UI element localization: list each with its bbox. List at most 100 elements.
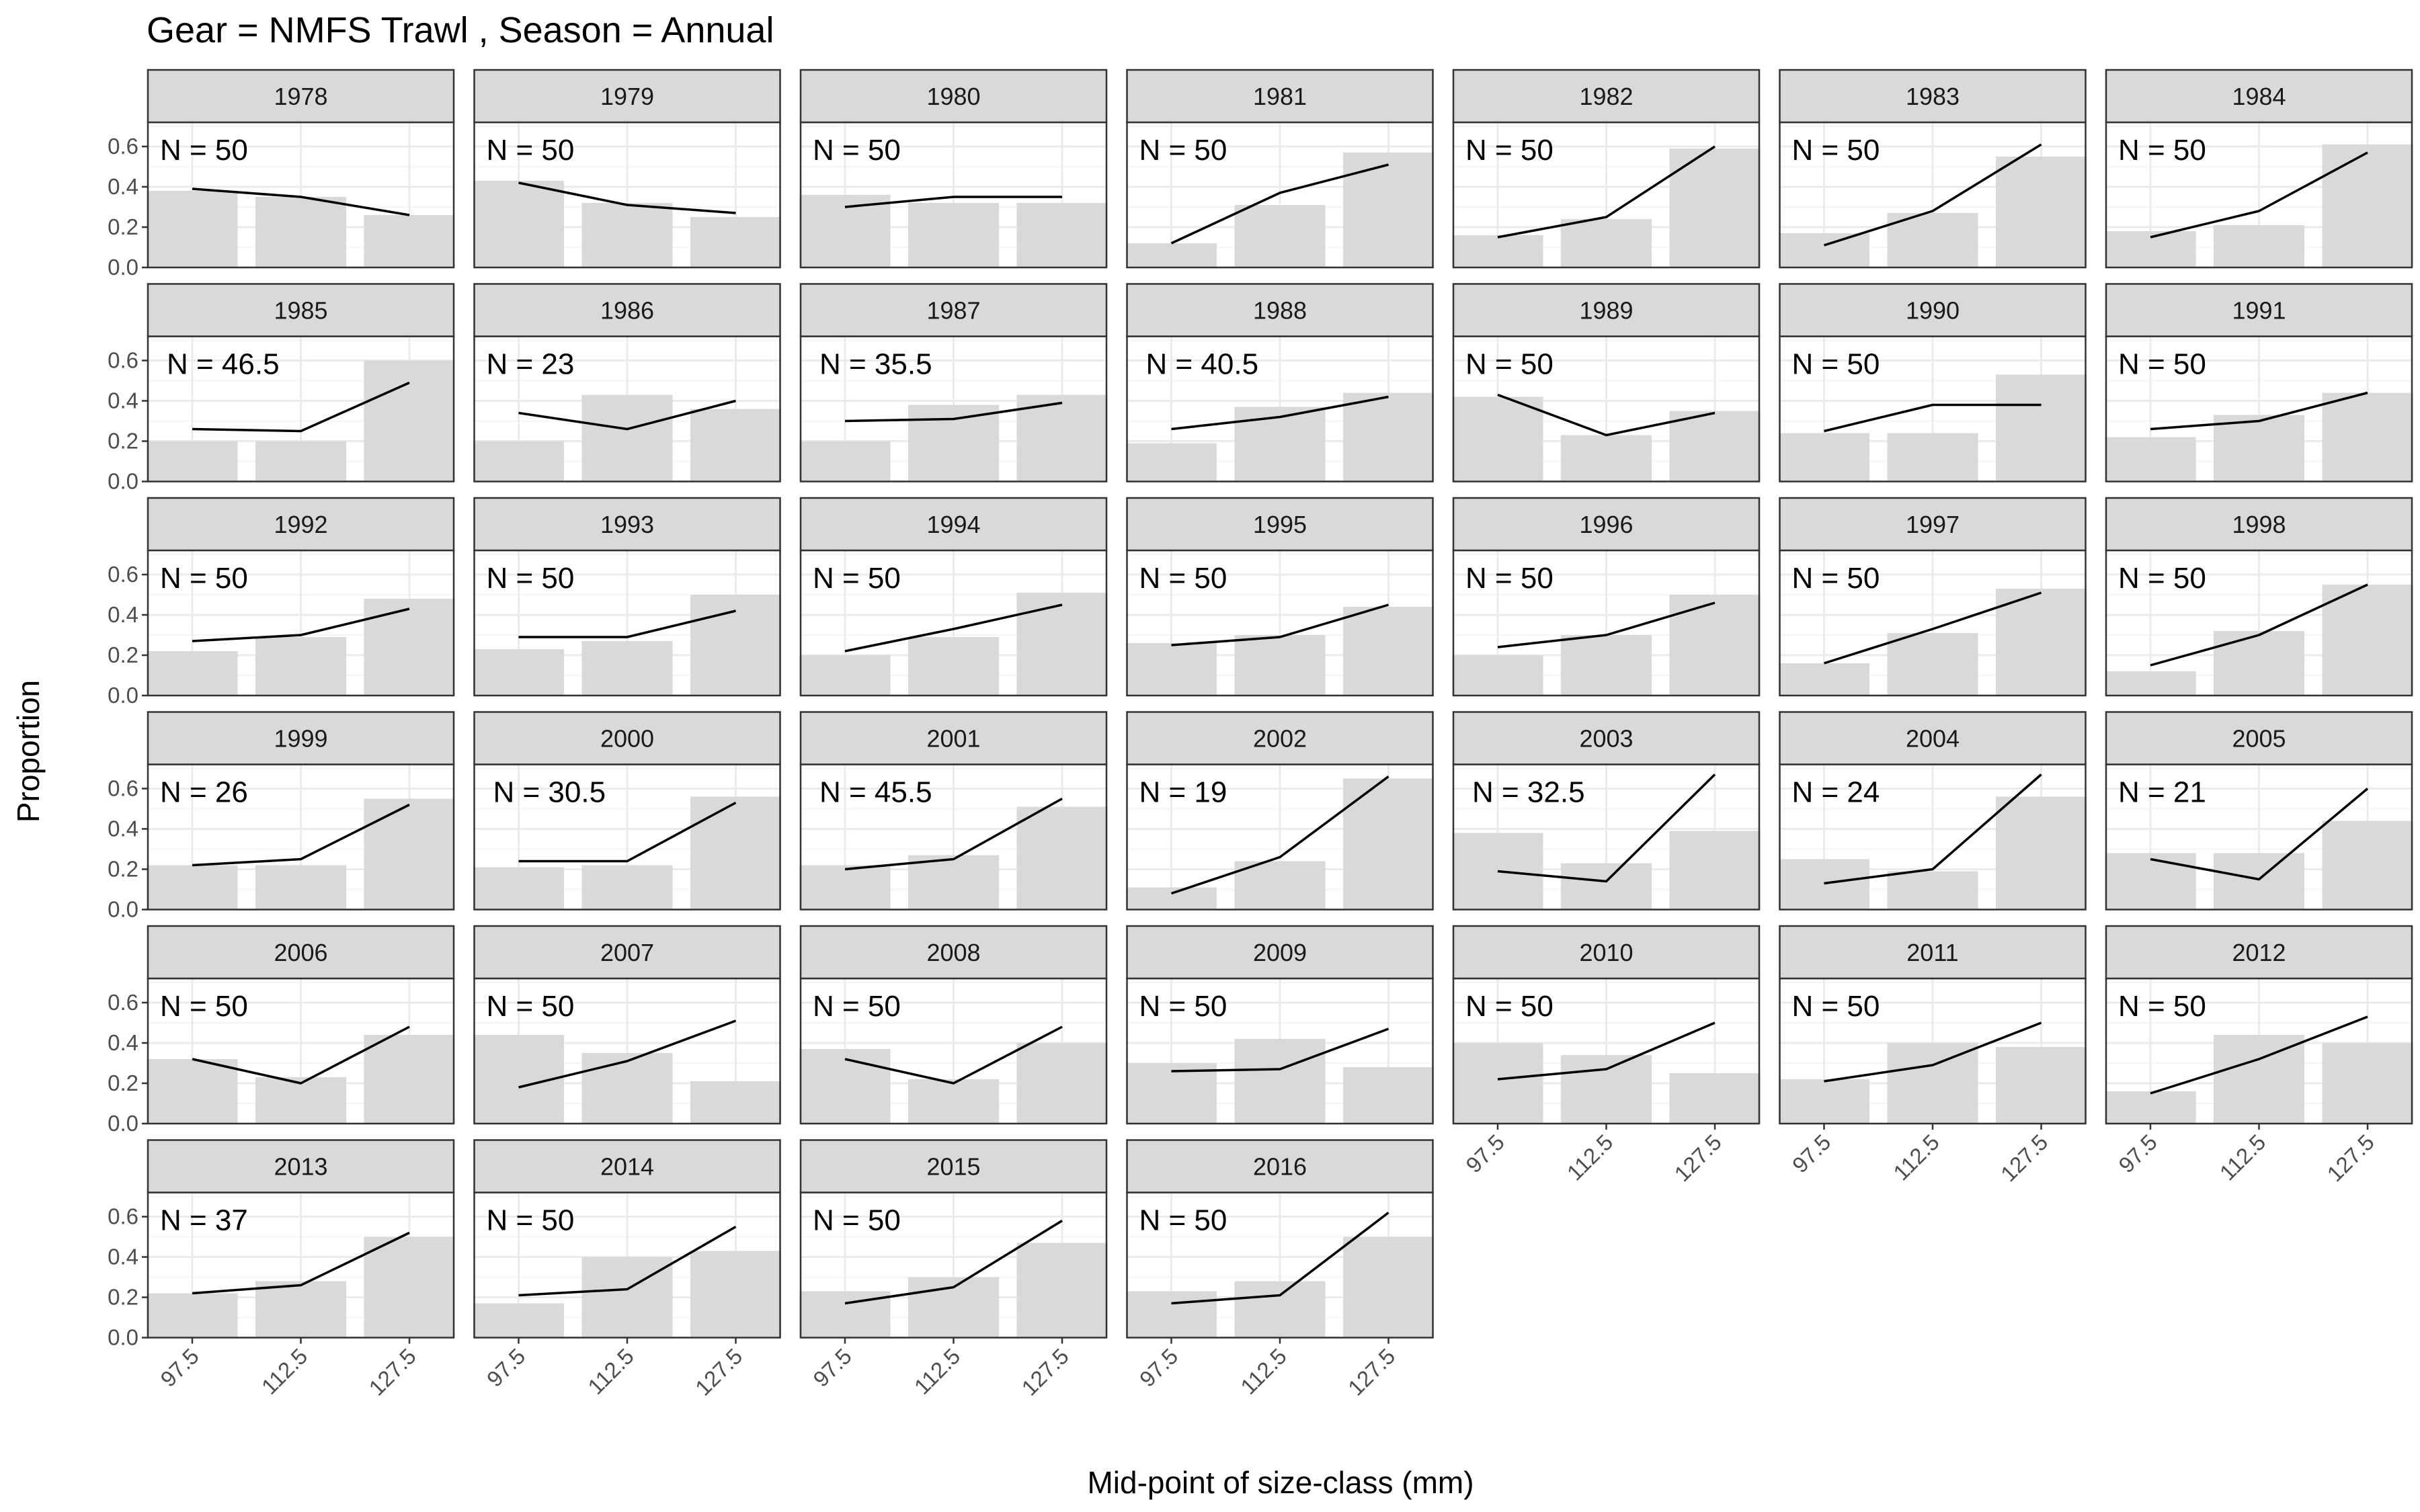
bar-2002-97.5 <box>1125 887 1217 910</box>
bar-1989-112.5 <box>1560 435 1652 482</box>
predicted-line-2014 <box>518 1225 737 1297</box>
bar-2005-97.5 <box>2105 853 2196 910</box>
bar-2016-112.5 <box>1234 1281 1326 1338</box>
strip-background <box>473 69 781 124</box>
strip-background <box>473 497 781 552</box>
predicted-line-2003 <box>1497 773 1716 883</box>
bar-2013-127.5 <box>364 1236 455 1338</box>
bar-2005-127.5 <box>2322 821 2413 910</box>
predicted-line-2002 <box>1170 775 1389 895</box>
x-tick-label: 112.5 <box>1888 1130 1944 1185</box>
bar-1994-112.5 <box>908 637 1000 696</box>
strip-background <box>799 1139 1108 1193</box>
x-axis-title: Mid-point of size-class (mm) <box>1087 1465 1474 1500</box>
bar-2008-97.5 <box>799 1049 891 1124</box>
facet-panel-2016: 2016 N = 50 97.5 112.5 127.5 <box>1125 1139 1435 1400</box>
facet-panel-2007: 2007 N = 50 <box>473 925 782 1125</box>
x-tick-label: 97.5 <box>482 1343 530 1392</box>
sample-size-label: N = 50 <box>813 562 901 595</box>
x-tick-label: 127.5 <box>1669 1130 1726 1187</box>
bar-1998-127.5 <box>2322 585 2413 696</box>
facet-panel-1999: 1999 N = 26 0.0 0.2 0.4 0.6 <box>108 711 455 922</box>
predicted-line-2001 <box>844 797 1063 871</box>
sample-size-label: N = 19 <box>1139 776 1227 809</box>
bar-2000-112.5 <box>581 865 673 910</box>
strip-background <box>2105 69 2413 124</box>
sample-size-label: N = 50 <box>1465 134 1554 167</box>
sample-size-label: N = 26 <box>160 776 248 809</box>
predicted-line-1989 <box>1497 393 1716 437</box>
bar-1978-112.5 <box>255 197 347 267</box>
sample-size-label: N = 32.5 <box>1472 776 1585 809</box>
strip-background <box>1452 283 1761 337</box>
sample-size-label: N = 50 <box>2118 134 2206 167</box>
bar-2013-112.5 <box>255 1281 347 1338</box>
strip-label: 1991 <box>2232 297 2286 325</box>
x-tick-label: 97.5 <box>2113 1130 2162 1178</box>
bar-2002-112.5 <box>1234 861 1326 910</box>
sample-size-label: N = 50 <box>1139 990 1227 1023</box>
strip-label: 1981 <box>1253 83 1307 110</box>
bar-1979-97.5 <box>473 181 565 267</box>
bar-1992-127.5 <box>364 599 455 696</box>
facet-panel-1990: 1990 N = 50 <box>1778 283 2087 482</box>
strip-background <box>147 1139 455 1193</box>
bar-1978-127.5 <box>364 215 455 267</box>
bar-1987-97.5 <box>799 441 891 482</box>
predicted-line-2010 <box>1497 1021 1716 1081</box>
y-tick-label: 0.6 <box>108 562 138 587</box>
sample-size-label: N = 50 <box>1139 134 1227 167</box>
sample-size-label: N = 50 <box>1139 1204 1227 1237</box>
strip-background <box>1452 711 1761 765</box>
y-axis-title: Proportion <box>11 680 46 823</box>
facet-panel-2006: 2006 N = 50 0.0 0.2 0.4 0.6 <box>108 925 455 1136</box>
sample-size-label: N = 50 <box>487 1204 575 1237</box>
bar-2014-97.5 <box>473 1303 565 1338</box>
bar-1997-97.5 <box>1778 663 1870 696</box>
predicted-line-2016 <box>1171 1212 1389 1305</box>
strip-background <box>1779 69 2087 124</box>
sample-size-label: N = 50 <box>1792 134 1880 167</box>
bar-1993-112.5 <box>581 641 673 696</box>
bar-1996-127.5 <box>1669 595 1761 696</box>
chart-title: Gear = NMFS Trawl , Season = Annual <box>147 10 774 50</box>
bar-1998-97.5 <box>2105 671 2196 696</box>
bar-2003-112.5 <box>1560 863 1652 910</box>
predicted-line-1993 <box>518 610 736 638</box>
sample-size-label: N = 50 <box>813 1204 901 1237</box>
facet-panel-2005: 2005 N = 21 <box>2105 711 2413 911</box>
bar-2015-127.5 <box>1016 1243 1108 1338</box>
bar-1992-97.5 <box>147 651 238 696</box>
x-tick-label: 127.5 <box>1343 1343 1400 1400</box>
sample-size-label: N = 50 <box>1792 348 1880 381</box>
facet-panel-2012: 2012 N = 50 97.5 112.5 127.5 <box>2105 925 2413 1186</box>
strip-background <box>1126 925 1434 980</box>
y-tick-label: 0.6 <box>108 1204 138 1229</box>
strip-label: 1997 <box>1906 511 1960 538</box>
bar-2013-97.5 <box>147 1293 238 1338</box>
predicted-line-1996 <box>1497 601 1716 648</box>
sample-size-label: N = 35.5 <box>819 348 932 381</box>
bar-1995-127.5 <box>1342 607 1435 696</box>
strip-label: 1986 <box>600 297 654 325</box>
bar-2012-127.5 <box>2322 1043 2413 1124</box>
x-tick-label: 97.5 <box>1787 1130 1836 1178</box>
strip-label: 1992 <box>274 511 327 538</box>
strip-background <box>799 497 1108 552</box>
strip-label: 2016 <box>1253 1153 1307 1181</box>
bar-2001-112.5 <box>908 855 1000 910</box>
bar-1981-127.5 <box>1342 153 1435 267</box>
bar-1995-97.5 <box>1125 643 1217 696</box>
sample-size-label: N = 50 <box>160 562 248 595</box>
bar-1992-112.5 <box>255 637 347 696</box>
strip-background <box>1779 283 2087 337</box>
bar-2000-97.5 <box>473 867 565 910</box>
sample-size-label: N = 46.5 <box>167 348 280 381</box>
bar-1982-97.5 <box>1452 235 1543 267</box>
bar-2011-127.5 <box>1995 1047 2087 1124</box>
strip-label: 2014 <box>600 1153 654 1181</box>
facet-panels: 1978 N = 50 0.0 0.2 0.4 0.6 1979 N = 50 1980 N = … <box>108 69 2413 1400</box>
bar-1978-97.5 <box>147 191 238 267</box>
strip-label: 1983 <box>1906 83 1960 110</box>
